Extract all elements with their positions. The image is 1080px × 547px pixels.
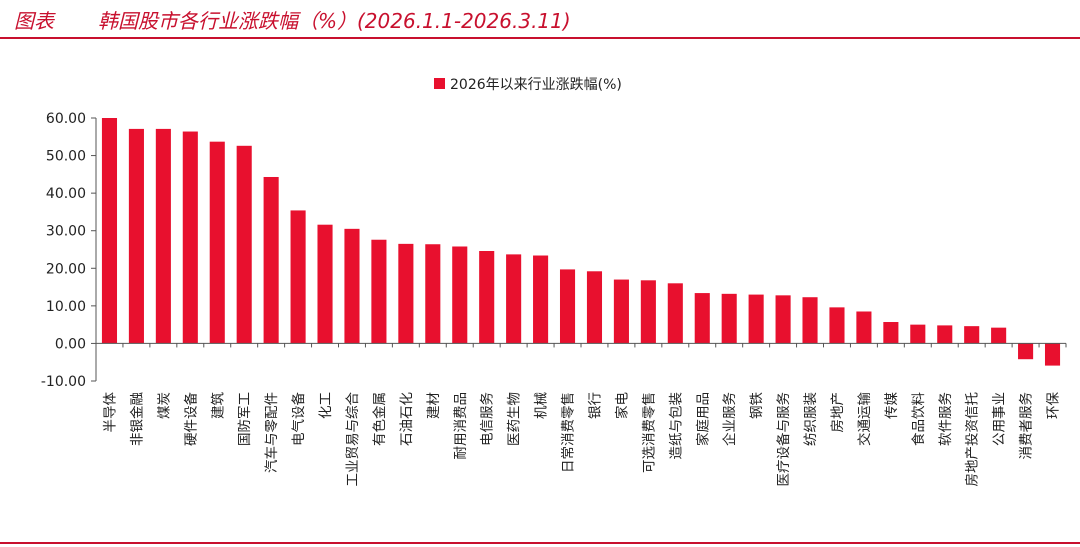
y-tick-label: 0.00 xyxy=(55,336,86,352)
bar xyxy=(613,279,629,344)
category-label: 造纸与包装 xyxy=(668,392,684,460)
category-label: 电信服务 xyxy=(480,392,496,446)
category-label: 医疗设备与服务 xyxy=(775,392,792,487)
category-label: 可选消费零售 xyxy=(641,392,657,473)
category-label: 消费者服务 xyxy=(1019,392,1035,460)
bar xyxy=(991,327,1007,344)
category-label: 化工 xyxy=(318,392,334,419)
bar xyxy=(317,224,333,344)
bar xyxy=(802,297,818,344)
y-tick-label: 40.00 xyxy=(46,186,86,202)
category-label: 纺织服装 xyxy=(803,392,819,446)
category-label: 汽车与零配件 xyxy=(263,392,280,473)
category-label: 家电 xyxy=(613,392,630,419)
y-tick-label: -10.00 xyxy=(41,374,86,390)
category-label: 房地产 xyxy=(830,392,846,433)
bar xyxy=(748,294,764,344)
y-tick-label: 60.00 xyxy=(46,111,86,127)
bar xyxy=(694,293,710,344)
bottom-rule xyxy=(0,542,1080,544)
bar xyxy=(236,145,252,344)
bar xyxy=(937,325,953,344)
category-label: 软件服务 xyxy=(938,392,954,446)
bar xyxy=(506,254,522,344)
bar xyxy=(425,244,441,344)
category-label: 建筑 xyxy=(210,392,226,419)
bar xyxy=(883,322,899,344)
category-labels: 半导体 非银金融 煤炭 硬件设备 建筑 国防军工 汽车与零配件 电气设备 化工 工业贸易与综合 有色… xyxy=(102,392,1061,487)
bar xyxy=(559,269,576,344)
bar xyxy=(290,210,306,344)
bar xyxy=(452,246,468,344)
category-label: 环保 xyxy=(1046,392,1062,419)
category-label: 电气设备 xyxy=(290,392,307,446)
bar xyxy=(182,131,198,344)
category-label: 建材 xyxy=(426,392,442,419)
legend-label: 2026年以来行业涨跌幅(%) xyxy=(450,77,622,93)
category-label: 半导体 xyxy=(102,392,118,433)
y-tick-label: 50.00 xyxy=(46,149,86,165)
figure-header: 图表 韩国股市各行业涨跌幅（%）(2026.1.1-2026.3.11) xyxy=(14,2,1074,36)
bar xyxy=(667,283,683,344)
category-label: 非银金融 xyxy=(129,392,145,446)
category-label: 煤炭 xyxy=(156,392,172,419)
bar xyxy=(533,255,549,344)
category-label: 钢铁 xyxy=(749,392,765,419)
bar xyxy=(371,239,387,344)
figure-title: 韩国股市各行业涨跌幅（%）(2026.1.1-2026.3.11) xyxy=(98,8,571,33)
bar xyxy=(155,128,171,344)
category-label: 医药生物 xyxy=(507,392,523,446)
bar xyxy=(101,118,118,344)
category-label: 日常消费零售 xyxy=(561,392,577,473)
category-label: 银行 xyxy=(587,392,603,419)
bar xyxy=(209,141,225,344)
category-label: 企业服务 xyxy=(721,392,738,446)
bar xyxy=(398,243,414,344)
bar xyxy=(344,228,360,344)
y-tick-label: 20.00 xyxy=(46,261,86,277)
bar xyxy=(856,311,872,344)
bar xyxy=(964,326,980,344)
category-label: 交通运输 xyxy=(856,392,873,446)
category-label: 硬件设备 xyxy=(182,392,199,446)
category-label: 家庭用品 xyxy=(694,392,711,446)
bar xyxy=(910,324,926,344)
category-label: 食品饮料 xyxy=(910,392,927,446)
bar xyxy=(640,280,656,344)
y-tick-label: 10.00 xyxy=(46,299,86,315)
bar xyxy=(263,176,279,344)
bar xyxy=(721,293,737,344)
y-tick-label: 30.00 xyxy=(46,224,86,240)
chart-legend: 2026年以来行业涨跌幅(%) xyxy=(434,77,622,93)
category-label: 石油石化 xyxy=(399,392,415,446)
category-label: 国防军工 xyxy=(237,392,253,446)
bar xyxy=(829,307,845,344)
category-label: 工业贸易与综合 xyxy=(345,392,361,487)
bar xyxy=(479,251,495,344)
figure-label: 图表 xyxy=(14,8,54,33)
y-axis: 60.00 50.00 40.00 30.00 20.00 10.00 0.00 -10.00 xyxy=(41,111,97,390)
category-label: 耐用消费品 xyxy=(453,392,469,460)
top-rule xyxy=(0,37,1080,39)
bars xyxy=(101,118,1061,366)
bar xyxy=(128,128,144,344)
legend-swatch xyxy=(434,78,445,89)
category-label: 机械 xyxy=(534,392,550,419)
bar xyxy=(1018,343,1034,360)
category-label: 传媒 xyxy=(884,392,900,419)
category-label: 有色金属 xyxy=(371,392,388,446)
category-label: 公用事业 xyxy=(992,392,1008,446)
bar xyxy=(586,271,603,344)
category-label: 房地产投资信托 xyxy=(965,392,981,487)
bar xyxy=(775,295,791,344)
bar xyxy=(1044,343,1061,366)
x-axis xyxy=(95,342,1067,348)
